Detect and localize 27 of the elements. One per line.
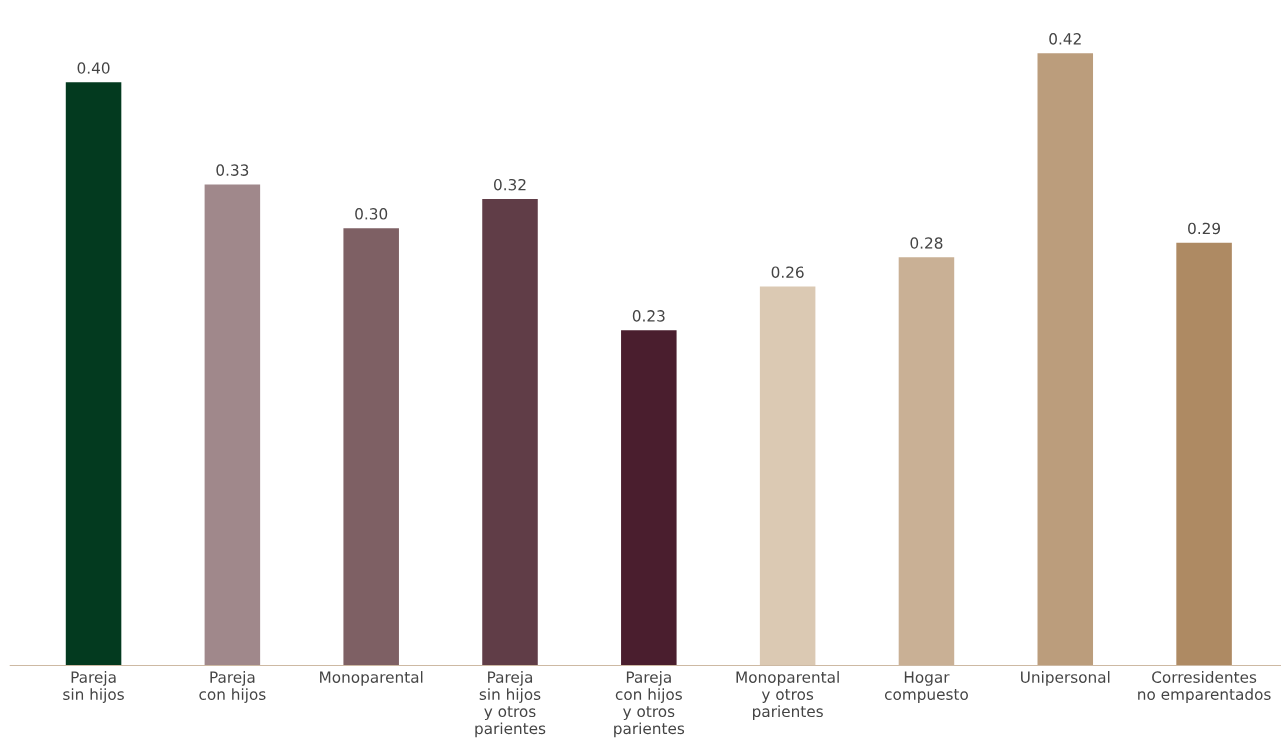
data-label: 0.23 — [632, 310, 665, 322]
bar — [759, 286, 816, 666]
bar — [65, 82, 122, 666]
x-tick-label: Hogar compuesto — [884, 671, 968, 703]
x-tick-label: Pareja con hijos y otros parientes — [614, 671, 685, 738]
bar — [1176, 242, 1232, 666]
data-label: 0.33 — [216, 164, 249, 176]
x-tick-label: Corresidentes no emparentados — [1138, 671, 1271, 703]
bar — [343, 228, 399, 666]
bar — [204, 184, 261, 666]
x-tick-label: Unipersonal — [1021, 671, 1110, 686]
x-tick-label: Pareja sin hijos y otros parientes — [475, 671, 546, 738]
bar — [621, 330, 677, 666]
bar — [482, 198, 538, 666]
x-tick-label: Monoparental y otros parientes — [736, 671, 839, 721]
bar — [1037, 53, 1094, 666]
data-label: 0.29 — [1188, 222, 1221, 235]
data-label: 0.32 — [494, 178, 526, 191]
x-tick-label: Monoparental — [320, 671, 423, 686]
x-tick-label: Pareja sin hijos — [63, 671, 124, 703]
bar — [898, 257, 955, 666]
data-label: 0.42 — [1049, 33, 1081, 45]
x-tick-label: Pareja con hijos — [199, 671, 266, 703]
data-label: 0.40 — [77, 62, 110, 74]
data-label: 0.28 — [910, 237, 943, 249]
data-label: 0.26 — [771, 266, 804, 278]
data-label: 0.30 — [355, 208, 388, 220]
